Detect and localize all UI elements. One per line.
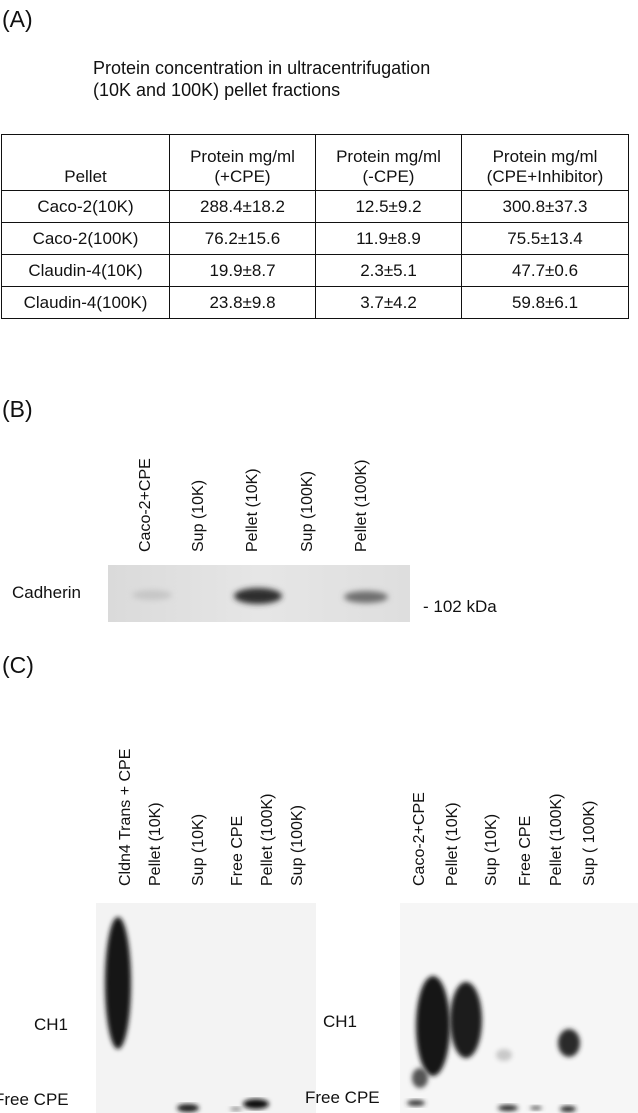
lane-label: Cldn4 Trans + CPE (117, 748, 134, 886)
protein-concentration-table: Pellet Protein mg/ml (+CPE) Protein mg/ml… (1, 134, 629, 319)
header-cpe-inhibitor: Protein mg/ml (CPE+Inhibitor) (461, 134, 629, 191)
lane-label: Sup (100K) (299, 471, 316, 552)
table-row: Claudin-4(100K) 23.8±9.8 3.7±4.2 59.8±6.… (1, 286, 629, 319)
lane-label: Pellet (100K) (353, 459, 370, 553)
cadherin-label: Cadherin (12, 583, 81, 602)
lane-label: Sup (10K) (190, 813, 207, 886)
lane-label: Free CPE (517, 815, 534, 886)
header-plus-cpe: Protein mg/ml (+CPE) (169, 134, 316, 191)
table-cell: Caco-2(100K) (1, 222, 170, 255)
left-free-cpe-label: Free CPE (0, 1090, 69, 1109)
panel-c-label: (C) (2, 652, 34, 678)
table-row: Caco-2(10K) 288.4±18.2 12.5±9.2 300.8±37… (1, 190, 629, 223)
right-ch1-label: CH1 (323, 1012, 358, 1031)
lane-label: Pellet (100K) (259, 793, 276, 887)
lane-label: Free CPE (229, 815, 246, 886)
table-row: Caco-2(100K) 76.2±15.6 11.9±8.9 75.5±13.… (1, 222, 629, 255)
lane-label: Sup (100K) (289, 805, 306, 886)
panel-a-label: (A) (2, 6, 33, 32)
table-cell: 76.2±15.6 (169, 222, 316, 255)
cadherin-blot-image (108, 565, 410, 622)
left-ch1-label: CH1 (34, 1015, 69, 1034)
table-cell: Claudin-4(100K) (1, 286, 170, 319)
panel-a-subtitle-1: Protein concentration in ultracentrifuga… (93, 58, 431, 78)
lane-label: Pellet (100K) (548, 793, 565, 887)
header-minus-cpe: Protein mg/ml (-CPE) (315, 134, 462, 191)
table-cell: 59.8±6.1 (461, 286, 629, 319)
header-pellet: Pellet (1, 134, 170, 191)
right-free-cpe-label: Free CPE (305, 1088, 380, 1107)
table-row: Claudin-4(10K) 19.9±8.7 2.3±5.1 47.7±0.6 (1, 254, 629, 287)
panel-a-subtitle-2: (10K and 100K) pellet fractions (93, 80, 341, 100)
lane-label: Pellet (10K) (147, 802, 164, 886)
molecular-weight-marker: - 102 kDa (423, 597, 497, 616)
claudin4-blot-image (96, 903, 316, 1113)
lane-label: Pellet (10K) (444, 802, 461, 886)
table-cell: 3.7±4.2 (315, 286, 462, 319)
caco2-blot-image (400, 903, 638, 1113)
panel-b-label: (B) (2, 396, 33, 422)
table-cell: 11.9±8.9 (315, 222, 462, 255)
table-cell: 47.7±0.6 (461, 254, 629, 287)
lane-label: Sup ( 100K) (581, 800, 598, 886)
table-header-row: Pellet Protein mg/ml (+CPE) Protein mg/ml… (1, 134, 629, 191)
lane-label: Caco-2+CPE (411, 792, 428, 886)
lane-label: Sup (10K) (483, 813, 500, 886)
table-cell: Caco-2(10K) (1, 190, 170, 223)
table-cell: 288.4±18.2 (169, 190, 316, 223)
table-cell: 12.5±9.2 (315, 190, 462, 223)
table-cell: Claudin-4(10K) (1, 254, 170, 287)
lane-label: Caco-2+CPE (137, 458, 154, 552)
table-cell: 75.5±13.4 (461, 222, 629, 255)
table-cell: 2.3±5.1 (315, 254, 462, 287)
table-cell: 300.8±37.3 (461, 190, 629, 223)
lane-label: Sup (10K) (190, 479, 207, 552)
lane-label: Pellet (10K) (244, 468, 261, 552)
table-cell: 23.8±9.8 (169, 286, 316, 319)
table-cell: 19.9±8.7 (169, 254, 316, 287)
